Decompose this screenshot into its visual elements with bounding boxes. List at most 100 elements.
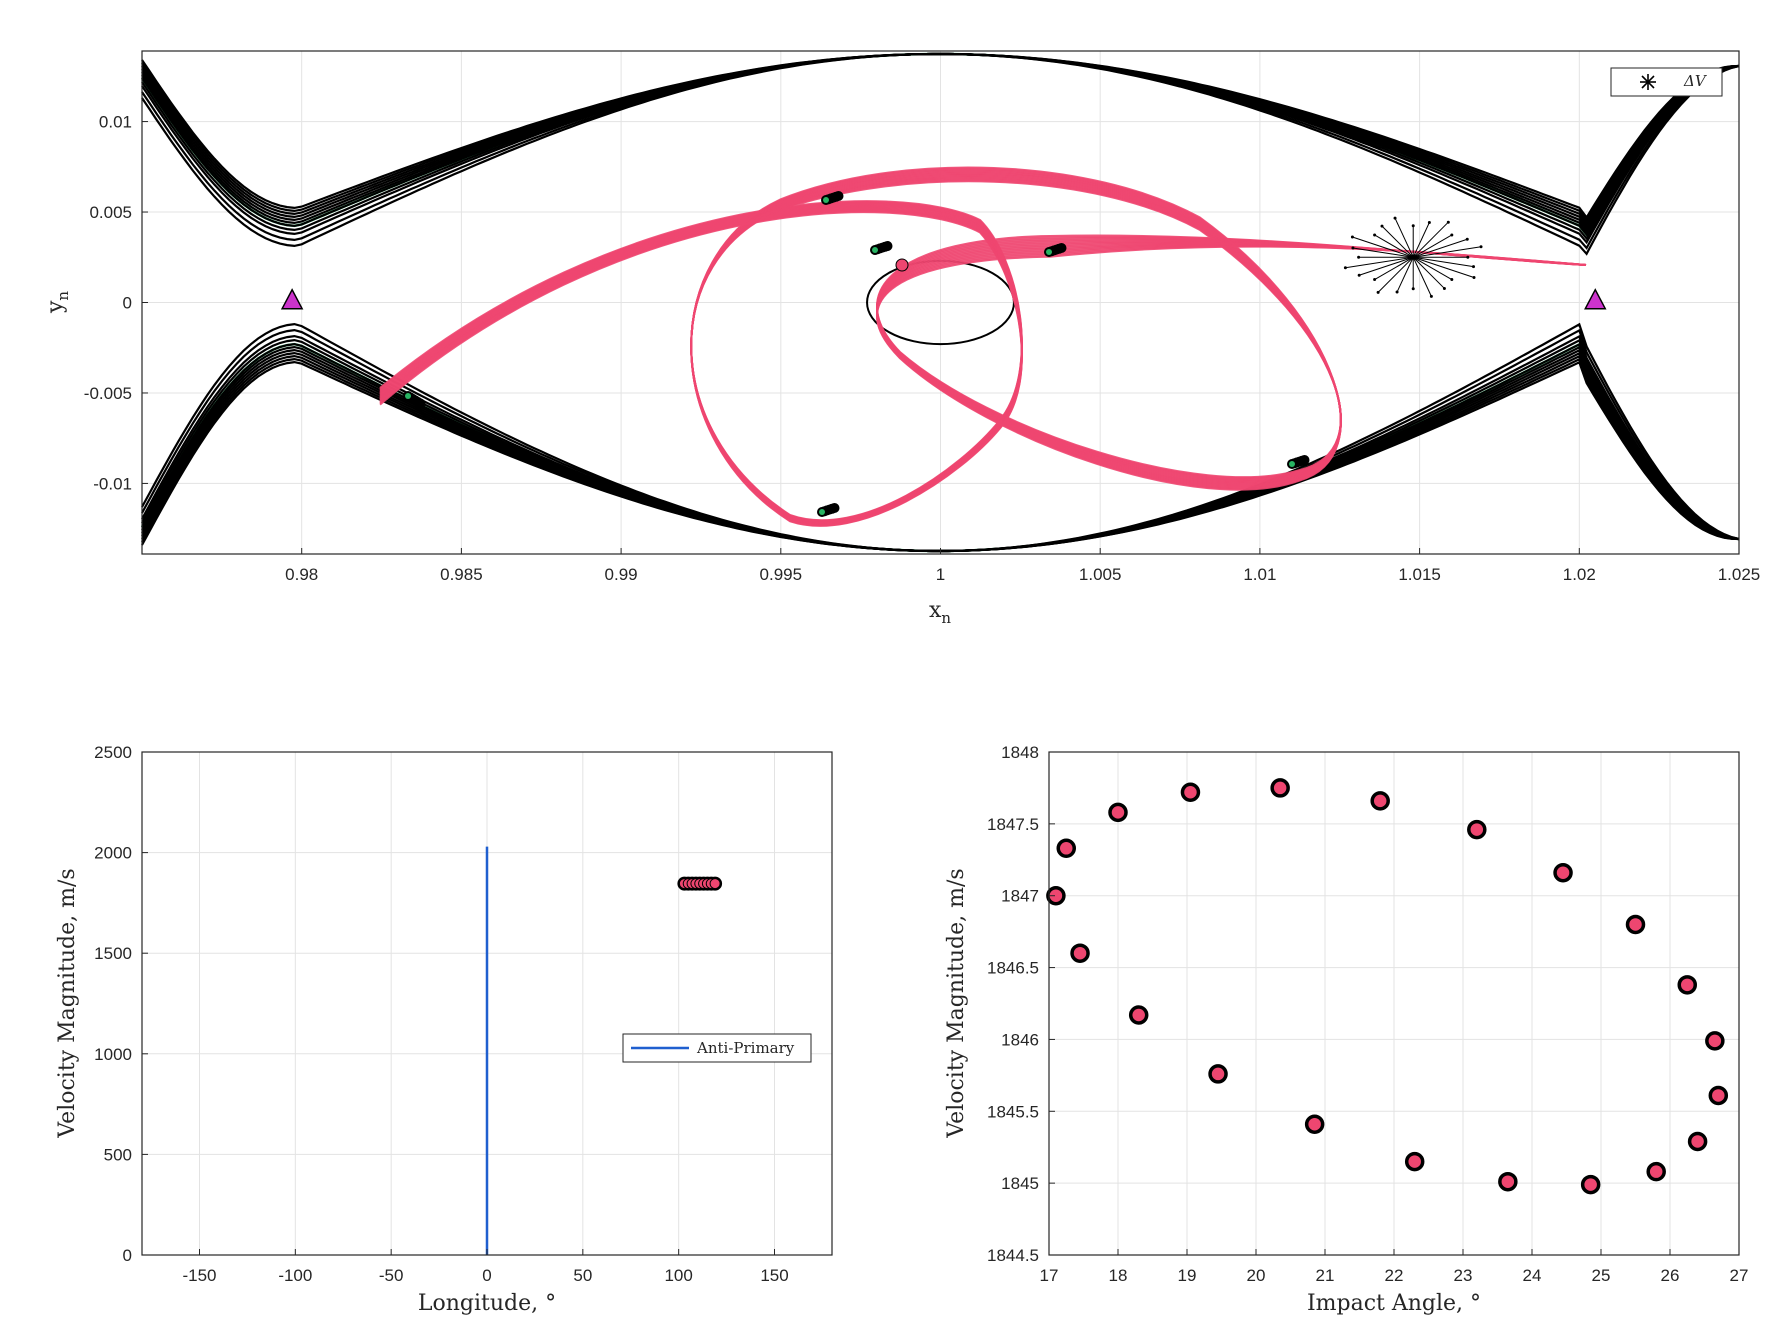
impact-point-marker [895,258,909,272]
maneuver-marker-3-5 [1299,455,1310,465]
impact-angle-ytick-label-6: 1847.5 [987,815,1039,834]
impact-angle-plot-grid [1048,751,1740,1256]
lagrange-point-triangle-1 [1584,288,1607,310]
delta-v-ray-tip-5 [1429,294,1433,298]
traj-xtick-label-5: 1.005 [1079,565,1122,584]
impact-angle-point-18 [1687,1131,1708,1152]
delta-v-ray-tip-12 [1357,255,1361,259]
delta-v-ray-10 [1359,256,1414,276]
delta-v-ray-tip-13 [1351,246,1355,250]
traj-ytick-label-2: 0 [123,294,132,313]
impact-angle-point-3 [1108,802,1128,823]
trajectory-bundle [379,166,1587,527]
delta-v-ray-tip-3 [1450,278,1454,282]
delta-v-ray-16 [1381,225,1414,258]
delta-v-ray-tip-0 [1466,255,1470,259]
longitude-y-axis-label: Velocity Magnitude, m/s [55,868,80,1138]
impact-angle-ytick-label-2: 1845.5 [987,1102,1039,1121]
maneuver-green-dot-2 [1046,249,1052,255]
traj-xtick-label-9: 1.025 [1718,565,1761,584]
impact-angle-xtick-label-6: 23 [1454,1266,1473,1285]
delta-v-ray-tip-16 [1380,224,1384,228]
trajectory-y-axis-label: yn [43,291,72,314]
delta-v-ray-2 [1413,256,1475,278]
delta-v-ray-23 [1413,246,1482,258]
delta-v-ray-tip-19 [1427,220,1431,224]
delta-v-ray-tip-8 [1376,290,1380,294]
traj-xtick-label-6: 1.01 [1243,565,1276,584]
impact-angle-xtick-label-4: 21 [1316,1266,1335,1285]
delta-v-ray-13 [1352,247,1414,258]
impact-angle-point-11 [1467,819,1487,840]
longitude-xtick-label-3: 0 [482,1266,491,1285]
delta-v-ray-9 [1374,256,1414,280]
delta-v-ray-8 [1377,256,1414,293]
delta-v-ray-tip-20 [1446,220,1450,224]
impact-angle-ytick-label-4: 1846.5 [987,959,1039,978]
traj-xtick-label-0: 0.98 [285,565,318,584]
upper-boundary-curve-10 [141,52,1740,256]
delta-v-ray-5 [1412,257,1432,297]
delta-v-ray-tip-2 [1472,276,1476,280]
impact-angle-plot-ticks: 17 18 19 20 21 22 23 24 25 26 27 1844.5 1845 1845.5 18… [987,743,1748,1285]
longitude-ytick-label-1: 500 [104,1145,132,1164]
trajectory-path-13 [379,166,1587,527]
longitude-ytick-label-4: 2000 [94,844,132,863]
longitude-ytick-label-2: 1000 [94,1045,132,1064]
anti-primary-legend-label: Anti-Primary [696,1039,795,1057]
impact-angle-xtick-label-10: 27 [1730,1266,1749,1285]
impact-angle-ytick-label-0: 1844.5 [987,1246,1039,1265]
impact-angle-point-19 [1705,1031,1725,1051]
impact-angle-plot: 17 18 19 20 21 22 23 24 25 26 27 1844.5 1845 1845.5 18… [944,743,1748,1316]
impact-angle-point-1 [1056,838,1076,859]
impact-angle-xtick-label-1: 18 [1109,1266,1128,1285]
delta-v-ray-tip-1 [1471,265,1475,269]
delta-v-ray-tip-11 [1343,266,1347,270]
longitude-ytick-label-0: 0 [123,1246,132,1265]
delta-v-center [1410,254,1416,260]
longitude-ytick-label-3: 1500 [94,944,132,963]
impact-angle-point-13 [1553,862,1573,883]
delta-v-ray-tip-17 [1393,216,1397,220]
delta-v-ray-tip-15 [1373,233,1377,237]
impact-angle-point-17 [1677,975,1697,995]
delta-v-ray-tip-10 [1357,273,1361,277]
longitude-impact-point-8 [709,878,721,890]
delta-v-ray-21 [1412,234,1453,258]
delta-v-ray-11 [1345,256,1414,269]
impact-angle-point-2 [1070,943,1090,963]
impact-angle-point-6 [1208,1064,1228,1084]
longitude-xtick-label-6: 150 [760,1266,788,1285]
delta-v-ray-4 [1412,256,1445,289]
traj-ytick-label-3: -0.005 [84,384,132,403]
impact-angle-point-15 [1625,914,1646,935]
longitude-ytick-label-5: 2500 [94,743,132,762]
longitude-xtick-label-1: -100 [278,1266,312,1285]
impact-angle-xtick-label-3: 20 [1247,1266,1266,1285]
traj-xtick-label-8: 1.02 [1563,565,1596,584]
delta-v-ray-15 [1374,234,1414,258]
impact-angle-xtick-label-7: 24 [1523,1266,1542,1285]
impact-angle-point-5 [1180,782,1201,802]
traj-xtick-label-1: 0.985 [440,565,483,584]
impact-angle-ytick-label-3: 1846 [1001,1030,1039,1049]
delta-v-legend-label: ΔV [1683,72,1708,90]
impact-angle-point-4 [1128,1005,1149,1025]
delta-v-ray-tip-6 [1411,287,1415,291]
delta-v-ray-tip-23 [1479,245,1483,249]
maneuver-marker-0-5 [833,191,844,201]
impact-angle-point-12 [1498,1171,1518,1192]
traj-xtick-label-3: 0.995 [760,565,803,584]
anti-primary-legend: Anti-Primary [622,1033,812,1063]
maneuver-marker-5-5 [415,398,426,409]
impact-angle-point-9 [1370,791,1390,811]
impact-angle-xtick-label-8: 25 [1592,1266,1611,1285]
traj-ytick-label-1: 0.005 [89,203,132,222]
traj-ytick-label-4: -0.01 [93,474,132,493]
impact-angle-xtick-label-2: 19 [1178,1266,1197,1285]
impact-angle-point-10 [1404,1151,1425,1172]
delta-v-ray-tip-21 [1450,233,1454,237]
maneuver-green-dot-4 [819,509,825,515]
